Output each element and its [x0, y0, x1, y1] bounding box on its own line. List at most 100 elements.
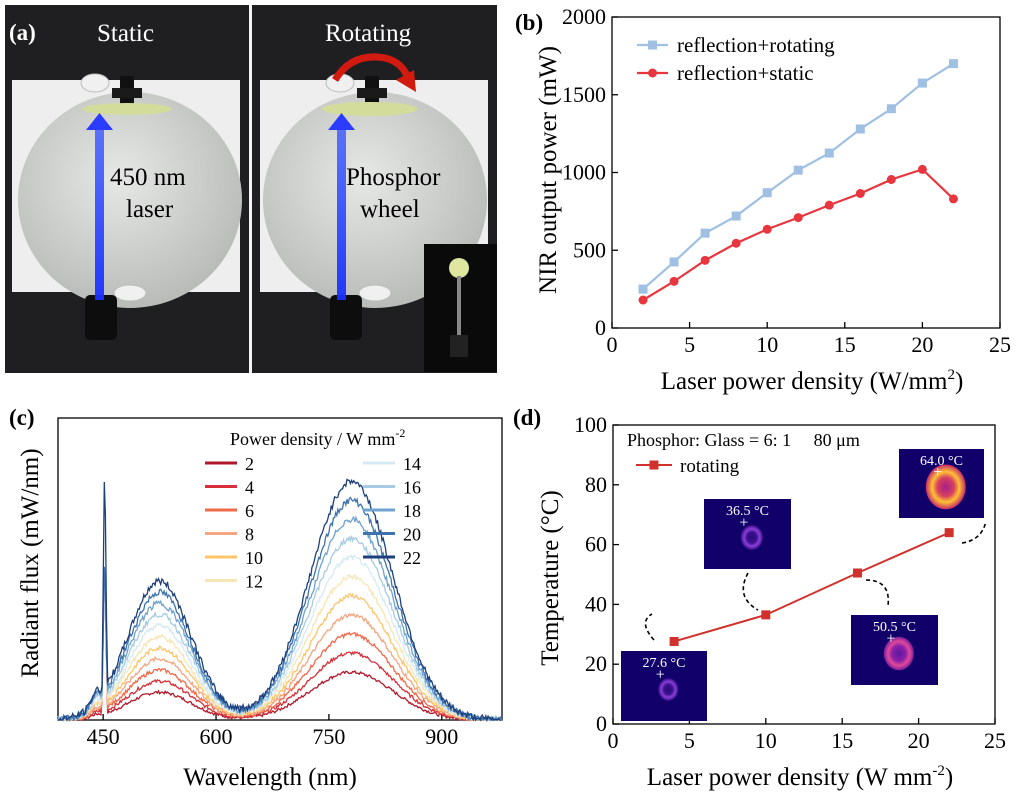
panel-c-legend-title: Power density / W mm-2 [230, 426, 405, 449]
b-point [948, 194, 958, 204]
c-legend-label: 12 [245, 572, 263, 592]
thermal-pointer-arrow [644, 613, 655, 641]
b-xtick-label: 0 [607, 332, 618, 357]
c-frame [57, 417, 503, 721]
laser-label-line1: 450 nm [110, 164, 186, 191]
d-xtick-label: 0 [608, 728, 619, 753]
b-ytick-label: 500 [573, 237, 606, 262]
laser-beam-right [337, 125, 346, 300]
c-legend-label: 10 [245, 548, 263, 568]
b-xtick-label: 15 [834, 332, 856, 357]
wheel-label-line2: wheel [360, 196, 420, 223]
c-legend-label: 20 [403, 525, 421, 545]
b-point [917, 78, 927, 88]
b-legend-label: reflection+rotating [677, 33, 835, 57]
b-point [669, 276, 679, 286]
c-legend-label: 6 [245, 501, 254, 521]
panel-b: (b) 0 5 10 15 20 25 0 500 1000 1500 2000 reflection… [515, 4, 1011, 395]
panel-b-plot-area: 0 5 10 15 20 25 0 500 1000 1500 2000 reflection+rot… [562, 4, 1011, 357]
d-ytick-label: 60 [585, 532, 607, 557]
d-point [852, 568, 862, 578]
laser-label-line2: laser [126, 196, 174, 223]
b-point [886, 104, 896, 114]
b-point [700, 228, 710, 238]
thermal-ring [925, 464, 966, 510]
thermal-pointer-arrow [961, 520, 987, 544]
laser-arrowhead-left [86, 113, 113, 130]
photo-divider [249, 5, 252, 373]
c-spectrum-line [58, 478, 502, 723]
panel-c-legend-title-main: Power density / W mm [230, 429, 395, 449]
b-point [731, 238, 741, 248]
thermal-crosshair: + [739, 515, 748, 532]
panel-c-ylabel: Radiant flux (mW/nm) [17, 448, 44, 677]
b-point [855, 124, 865, 134]
b-point [762, 188, 772, 198]
panel-c-plot-area: 450 600 750 900 2 4 6 8 10 12 14 16 18 20 22 [57, 417, 503, 749]
b-series-line [642, 62, 955, 290]
panel-d-xlabel-sup: -2 [932, 763, 945, 779]
wheel-label-line1: Phosphor [346, 164, 441, 191]
c-xtick-label: 450 [87, 724, 120, 749]
thermal-temperature-label: 50.5 °C [873, 620, 916, 635]
d-point [944, 528, 954, 538]
c-spectrum-line [57, 515, 503, 722]
b-legend-marker [648, 68, 657, 78]
panel-d-annotation: Phosphor: Glass = 6: 1 80 μm [627, 430, 860, 450]
c-spectrum-line [58, 553, 502, 723]
panel-d-xlabel: Laser power density (W mm-2) [647, 763, 953, 791]
b-legend-label: reflection+static [677, 61, 814, 85]
c-spectrum-line [57, 566, 502, 722]
b-xtick-label: 5 [684, 332, 695, 357]
d-series-line [673, 531, 950, 643]
thermal-temperature-label: 36.5 °C [726, 504, 769, 519]
thermal-ring [658, 678, 679, 701]
b-point [700, 255, 710, 265]
b-point [917, 164, 927, 174]
c-legend-label: 16 [403, 478, 421, 498]
thermal-crosshair: + [933, 464, 942, 481]
d-ytick-label: 80 [585, 472, 607, 497]
panel-b-xlabel: Laser power density (W/mm2) [661, 367, 964, 395]
b-point [855, 188, 865, 198]
thermal-pointer-arrow [742, 572, 759, 611]
c-legend-label: 18 [403, 501, 421, 521]
panel-b-xlabel-end: ) [955, 368, 963, 395]
b-xtick-label: 10 [756, 332, 778, 357]
laser-arrowhead-right [328, 113, 355, 130]
d-ytick-label: 100 [574, 412, 607, 437]
panel-b-ylabel: NIR output power (mW) [535, 46, 562, 294]
c-legend-label: 4 [245, 478, 254, 498]
b-point [886, 174, 896, 184]
thermal-temperature-label: 27.6 °C [643, 656, 686, 671]
b-point [731, 211, 741, 221]
b-xtick-label: 20 [911, 332, 933, 357]
b-xtick-label: 25 [989, 332, 1011, 357]
panel-d-xlabel-main: Laser power density (W mm [647, 764, 933, 791]
c-spectrum-line [57, 566, 503, 722]
thermal-crosshair: + [886, 631, 895, 648]
panel-c-label: (c) [9, 405, 35, 430]
b-point [793, 165, 803, 175]
c-xtick-label: 900 [425, 724, 458, 749]
b-point [638, 295, 648, 305]
panel-d-label: (d) [513, 405, 541, 430]
panel-c: (c) 450 600 750 900 2 4 6 8 10 12 14 16 18 20 22 Radia… [9, 405, 503, 791]
b-ytick-label: 1500 [562, 82, 606, 107]
c-legend-label: 14 [403, 454, 421, 474]
rotation-arrowhead [396, 70, 416, 92]
laser-beam-left [95, 125, 104, 300]
thermal-ring [740, 525, 763, 550]
d-point [761, 610, 771, 620]
thermal-crosshair: + [656, 667, 665, 684]
phosphor-wheel-right [322, 102, 418, 116]
c-spectrum-line [57, 566, 502, 722]
d-ytick-label: 0 [596, 711, 607, 736]
b-ytick-label: 1000 [562, 160, 606, 185]
panel-d: (d) 0 5 10 15 20 25 0 20 40 60 80 100 rotating +27.6 … [513, 405, 1006, 791]
integrating-sphere-left [18, 92, 242, 308]
c-spectrum-line [58, 566, 502, 722]
b-point [793, 213, 803, 223]
